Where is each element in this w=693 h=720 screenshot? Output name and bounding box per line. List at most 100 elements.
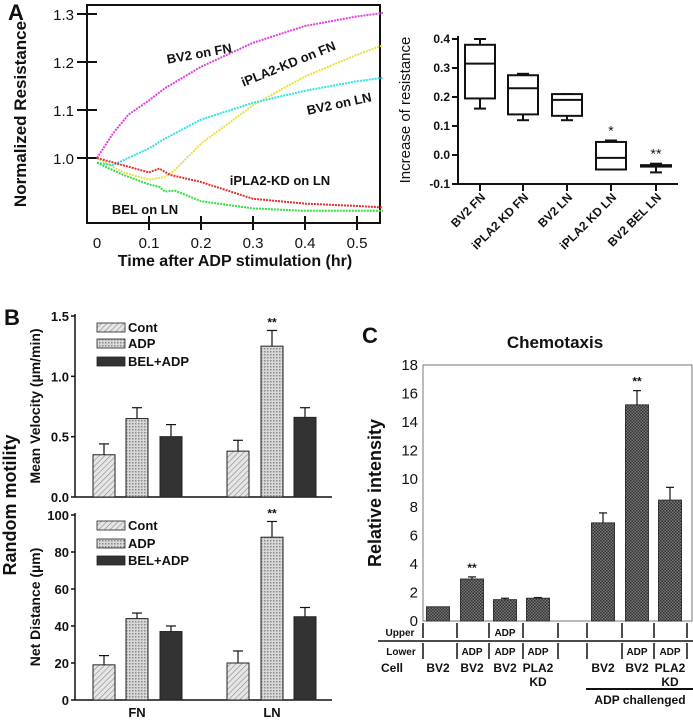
bar xyxy=(125,418,149,498)
y-tick-label: 1.1 xyxy=(53,103,74,120)
series-annotation: iPLA2-KD on FN xyxy=(239,38,338,90)
significance-marker: ** xyxy=(267,315,277,329)
bar xyxy=(159,631,183,701)
bar xyxy=(226,450,250,498)
bar xyxy=(591,522,615,622)
x-tick-label: 0.5 xyxy=(347,235,368,252)
cell-type: PLA2 xyxy=(655,661,686,675)
bar xyxy=(625,404,649,622)
x-tick-label: 0.3 xyxy=(243,235,264,252)
legend-swatch xyxy=(96,322,126,333)
cell-type: KD xyxy=(661,675,679,689)
y-tick-label: 0.1 xyxy=(433,119,450,133)
lower-condition: ADP xyxy=(461,647,482,658)
legend-swatch xyxy=(96,338,126,349)
bar xyxy=(293,416,317,498)
bar xyxy=(92,664,116,701)
bar xyxy=(260,536,284,701)
bar xyxy=(260,345,284,498)
y-axis-label: Mean Velocity (µm/min) xyxy=(27,328,43,483)
x-tick-label: 0 xyxy=(93,235,101,252)
group-axis-label: Random motility xyxy=(0,434,20,575)
y-tick-label: 4 xyxy=(410,556,418,573)
legend-label: Cont xyxy=(128,320,158,335)
plot-frame xyxy=(422,364,693,622)
series-line xyxy=(96,44,384,181)
y-tick-label: 12 xyxy=(401,442,418,459)
legend-label: BEL+ADP xyxy=(128,553,189,568)
y-tick-label: 1.0 xyxy=(53,151,74,168)
y-tick-label: 20 xyxy=(55,656,69,671)
bar xyxy=(426,606,450,622)
y-tick-label: 0.5 xyxy=(51,430,69,445)
category-label: FN xyxy=(128,705,145,720)
series-line xyxy=(96,157,384,209)
y-tick-label: 1.2 xyxy=(53,55,74,72)
y-axis-label: Normalized Resistance xyxy=(11,21,30,207)
box xyxy=(464,43,496,100)
legend-swatch xyxy=(96,520,126,531)
cell-type: BV2 xyxy=(426,661,450,675)
row-label-lower: Lower xyxy=(386,647,416,658)
legend-swatch xyxy=(96,356,126,367)
series-annotation: BV2 on FN xyxy=(166,40,233,66)
y-tick-label: 1.3 xyxy=(53,7,74,24)
cell-type: BV2 xyxy=(625,661,649,675)
lower-condition: ADP xyxy=(659,647,680,658)
y-tick-label: 0 xyxy=(410,613,418,630)
box xyxy=(551,93,583,117)
bar xyxy=(92,454,116,498)
y-tick-label: 8 xyxy=(410,499,418,516)
significance-marker: * xyxy=(608,123,614,139)
y-tick-label: 14 xyxy=(401,414,418,431)
bar xyxy=(493,599,517,622)
y-tick-label: 0.4 xyxy=(433,32,450,46)
y-tick-label: 16 xyxy=(401,385,418,402)
legend-label: ADP xyxy=(128,536,156,551)
y-tick-label: 60 xyxy=(55,582,69,597)
category-label: BV2 LN xyxy=(535,190,575,230)
bar xyxy=(658,499,682,622)
y-tick-label: -0.1 xyxy=(429,177,450,191)
cell-type: BV2 xyxy=(460,661,484,675)
group-label: ADP challenged xyxy=(594,693,685,707)
significance-marker: ** xyxy=(267,506,277,520)
plot-frame xyxy=(86,4,381,224)
cell-type: KD xyxy=(529,675,547,689)
row-label-cell: Cell xyxy=(381,661,403,675)
y-tick-label: 10 xyxy=(401,471,418,488)
y-tick-label: 18 xyxy=(401,357,418,374)
y-axis-label: Increase of resistance xyxy=(397,37,414,184)
series-annotation: iPLA2-KD on LN xyxy=(230,173,330,188)
y-tick-label: 0 xyxy=(62,693,69,708)
y-tick-label: 80 xyxy=(55,545,69,560)
y-axis-label: Relative intensity xyxy=(365,419,385,567)
y-tick-label: 2 xyxy=(410,585,418,602)
panel-label-b: B xyxy=(4,305,20,330)
legend-label: Cont xyxy=(128,518,158,533)
bar xyxy=(226,662,250,701)
lower-condition: ADP xyxy=(626,647,647,658)
panel-label-a: A xyxy=(8,0,24,25)
chart-title: Chemotaxis xyxy=(507,333,603,352)
significance-marker: ** xyxy=(632,375,642,389)
y-tick-label: 0.0 xyxy=(433,148,450,162)
lower-condition: ADP xyxy=(494,647,515,658)
category-label: LN xyxy=(263,705,280,720)
significance-marker: ** xyxy=(651,146,662,162)
box xyxy=(595,140,627,171)
x-tick-label: 0.4 xyxy=(295,235,316,252)
bar xyxy=(159,436,183,498)
y-tick-label: 100 xyxy=(47,508,69,523)
y-tick-label: 6 xyxy=(410,528,418,545)
legend-swatch xyxy=(96,538,126,549)
legend-label: BEL+ADP xyxy=(128,354,189,369)
x-tick-label: 0.1 xyxy=(139,235,160,252)
series-line xyxy=(96,161,383,212)
y-tick-label: 1.0 xyxy=(51,369,69,384)
row-label-upper: Upper xyxy=(386,628,415,639)
bar xyxy=(460,578,484,622)
bar xyxy=(526,597,550,622)
y-axis-label: Net Distance (µm) xyxy=(27,548,43,667)
lower-condition: ADP xyxy=(527,647,548,658)
